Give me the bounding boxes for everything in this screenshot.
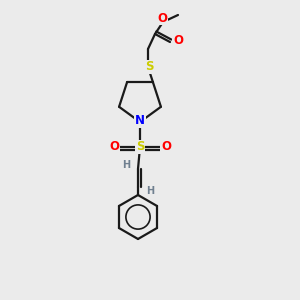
Text: O: O (109, 140, 119, 154)
Text: O: O (161, 140, 171, 154)
Text: O: O (173, 34, 183, 46)
Text: O: O (157, 11, 167, 25)
Text: S: S (145, 61, 153, 74)
Text: N: N (135, 115, 145, 128)
Text: H: H (122, 160, 130, 170)
Text: H: H (146, 186, 154, 196)
Text: S: S (136, 140, 144, 154)
